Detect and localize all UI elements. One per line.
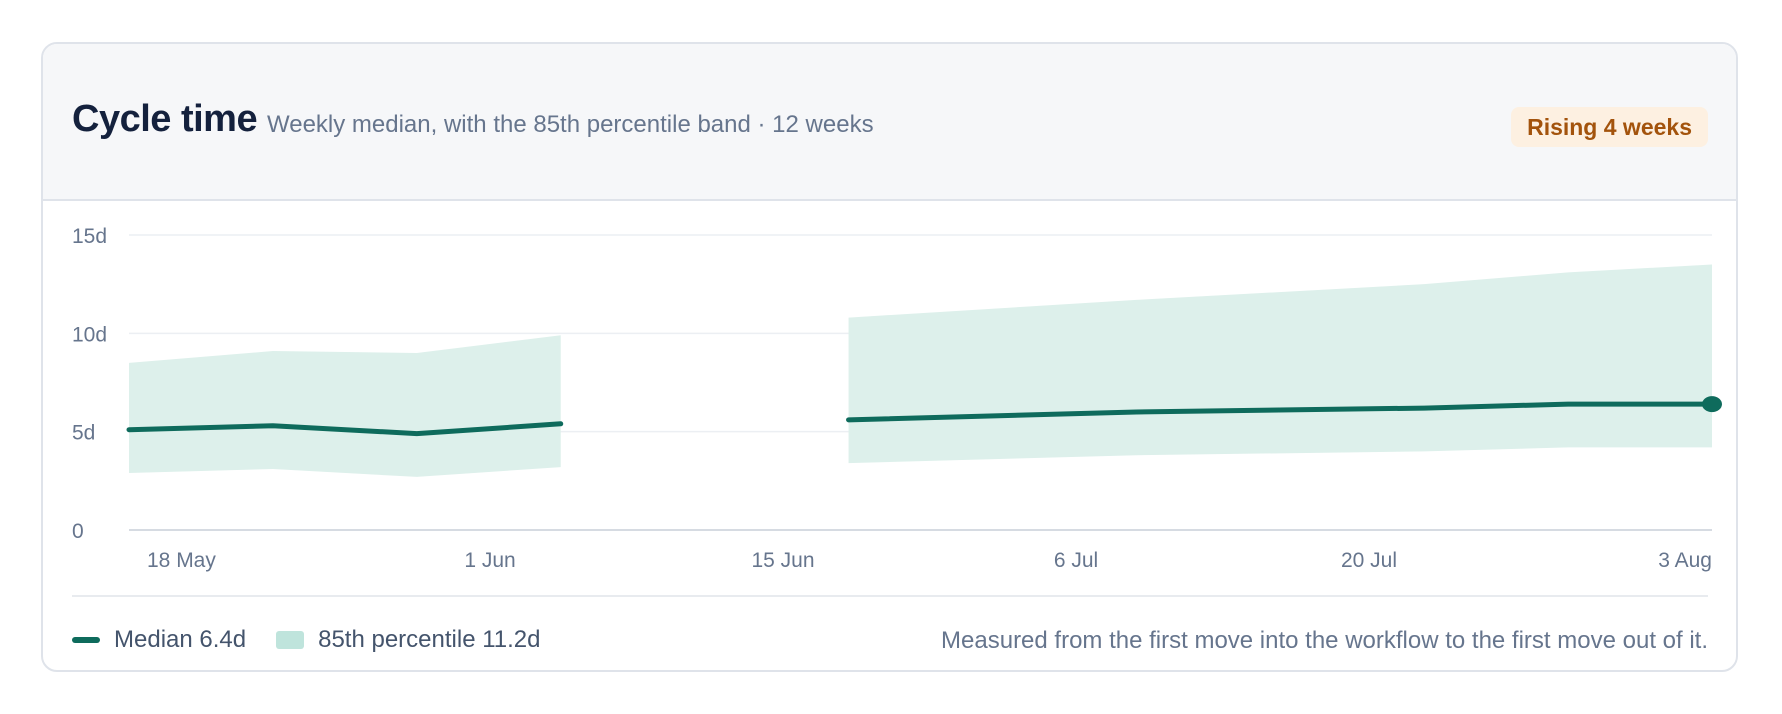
median-swatch <box>72 637 100 643</box>
median-line <box>846 401 1715 423</box>
legend-band-label: 85th percentile 11.2d <box>318 626 541 653</box>
card-subtitle: Weekly median, with the 85th percentile … <box>267 111 874 138</box>
median-end-point <box>1702 396 1722 413</box>
percentile-bands <box>129 264 1712 477</box>
x-tick-label: 6 Jul <box>1054 549 1098 572</box>
y-tick-label: 0 <box>72 520 84 543</box>
legend-median: Median 6.4d <box>72 626 246 654</box>
x-tick-label: 1 Jun <box>464 549 515 572</box>
band-swatch <box>276 631 305 649</box>
x-tick-label: 15 Jun <box>751 549 814 572</box>
cycle-time-card: Cycle time Weekly median, with the 85th … <box>41 42 1738 672</box>
y-tick-label: 5d <box>72 422 95 445</box>
y-axis-ticks: 0 5d 10d 15d <box>72 225 107 543</box>
trend-badge: Rising 4 weeks <box>1511 107 1708 147</box>
percentile-band <box>129 335 561 477</box>
cycle-time-chart: 0 5d 10d 15d 18 May 1 Jun 15 Jun 6 Jul 20 Jul 3 … <box>72 225 1722 572</box>
x-tick-label: 20 Jul <box>1341 549 1397 572</box>
x-tick-label: 3 Aug <box>1658 549 1712 572</box>
card-header: Cycle time Weekly median, with the 85th … <box>43 44 1736 201</box>
legend-band: 85th percentile 11.2d <box>276 626 540 654</box>
y-tick-label: 10d <box>72 323 107 346</box>
median-line <box>126 421 564 437</box>
legend-median-label: Median 6.4d <box>114 626 247 653</box>
chart-legend: Median 6.4d 85th percentile 11.2d <box>72 625 570 655</box>
card-title: Cycle time <box>72 98 258 140</box>
footer-divider <box>72 595 1708 597</box>
measurement-note: Measured from the first move into the wo… <box>941 627 1708 654</box>
x-axis-ticks: 18 May 1 Jun 15 Jun 6 Jul 20 Jul 3 Aug <box>147 549 1712 572</box>
x-tick-label: 18 May <box>147 549 216 572</box>
y-tick-label: 15d <box>72 225 107 248</box>
median-lines <box>126 396 1722 437</box>
percentile-band <box>848 264 1712 464</box>
